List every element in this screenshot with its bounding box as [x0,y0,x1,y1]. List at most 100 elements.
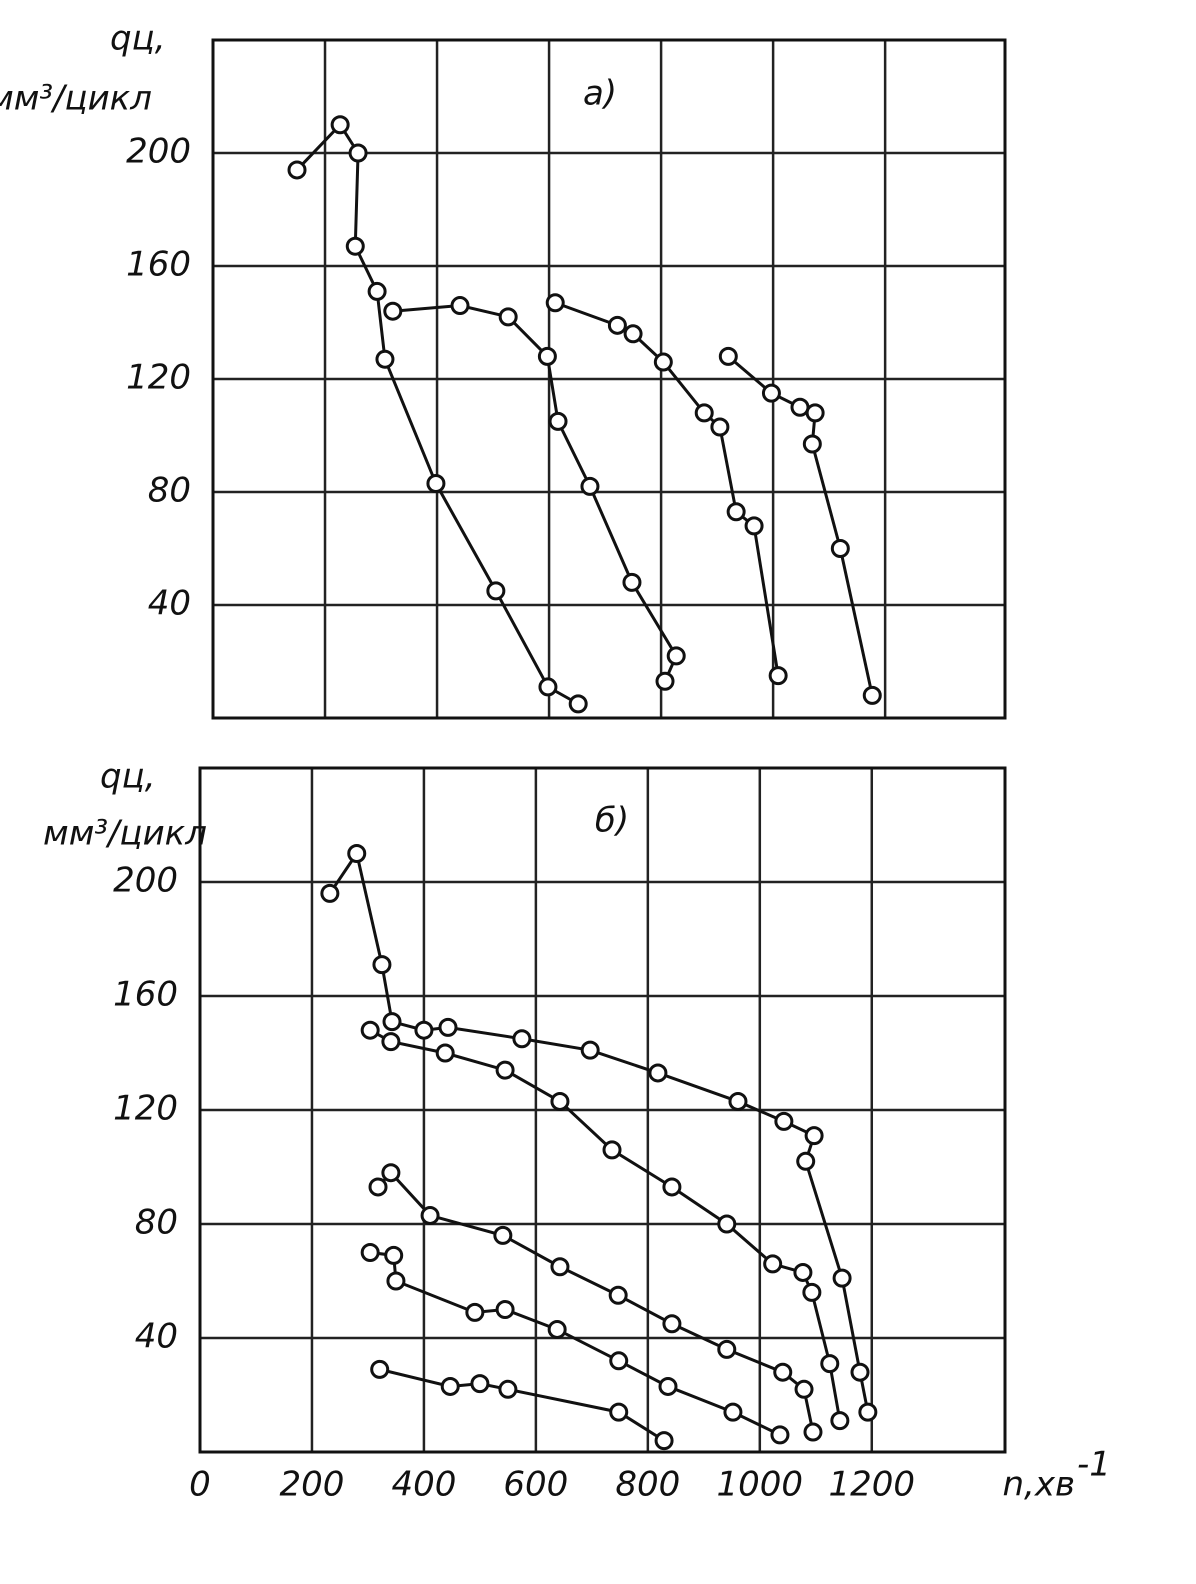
y-tick-label: 40 [135,1317,178,1357]
data-point [580,476,600,496]
data-point [420,1205,440,1225]
data-point [495,1060,515,1080]
data-point [770,1425,790,1445]
data-point [568,694,588,714]
data-point [694,403,714,423]
data-point [830,539,850,558]
x-tick-label: 1000 [717,1465,804,1505]
data-point [744,516,764,536]
data-point [440,1376,460,1396]
data-point [608,1285,628,1305]
data-point [360,1020,380,1040]
data-point [384,1245,404,1265]
x-tick-label: 1200 [829,1465,916,1505]
data-point [465,1302,485,1322]
data-point [498,307,518,327]
y-tick-label: 200 [113,861,178,901]
data-point [370,1359,390,1379]
data-point [381,1032,401,1052]
data-point [773,1362,793,1382]
data-point [470,1374,490,1394]
data-point [723,1402,743,1422]
y-tick-label: 80 [148,471,191,511]
data-point [367,281,387,301]
data-point [550,1257,570,1277]
data-point [718,346,738,366]
data-point [761,383,781,403]
plot-frame [211,38,1007,720]
y-tick-label: 160 [113,975,178,1015]
data-point [360,1243,380,1262]
data-point [726,502,746,522]
data-point [717,1214,737,1234]
data-point [438,1017,458,1037]
data-point [803,1422,823,1442]
y-tick-label: 120 [126,358,191,398]
x-axis-label-sup: -1 [1077,1445,1111,1485]
data-point [545,293,565,313]
data-point [495,1300,515,1319]
data-point [426,474,446,494]
y-axis-unit: мм³/цикл [43,814,207,854]
data-point [717,1339,737,1359]
data-point [654,1431,674,1451]
data-point [320,883,340,903]
y-tick-label: 200 [126,132,191,172]
x-tick-label: 200 [280,1465,345,1505]
y-tick-label: 80 [135,1203,178,1243]
curve [328,849,870,1413]
data-point [609,1351,629,1371]
data-point [623,324,643,344]
data-point [547,1319,567,1339]
data-point [347,844,367,863]
x-tick-label: 400 [391,1465,456,1505]
panel-label: б) [595,801,629,841]
data-point [602,1140,622,1160]
data-point [763,1254,783,1274]
data-point [794,1379,814,1399]
data-point [802,1282,822,1302]
data-point [386,1271,406,1291]
data-point [832,1268,852,1288]
y-axis-unit: мм³/цикл [0,79,152,119]
data-point [796,1151,816,1171]
data-point [774,1111,794,1131]
data-point [658,1376,678,1396]
data-point [609,1402,629,1422]
data-point [512,1029,532,1049]
data-point [368,1177,388,1197]
data-point [450,296,470,316]
data-point [550,1091,570,1111]
data-point [538,677,558,697]
data-point [493,1225,513,1245]
data-point [372,955,392,975]
y-axis-label: qц, [100,757,156,797]
data-point [486,581,506,601]
data-point [710,417,730,437]
data-point [768,666,788,686]
data-point [498,1379,518,1399]
data-point [666,646,686,666]
data-point [830,1411,850,1431]
data-point [655,671,675,691]
x-tick-label: 600 [503,1465,568,1505]
data-point [802,434,822,454]
y-tick-label: 120 [113,1089,178,1129]
x-axis-label: n,хв [1002,1465,1075,1505]
data-point [804,1126,824,1146]
data-point [662,1177,682,1197]
x-tick-label: 0 [189,1465,211,1505]
data-point [662,1314,682,1334]
data-point [622,572,642,592]
data-point [858,1402,878,1422]
x-tick-label: 800 [615,1465,680,1505]
data-point [537,346,557,366]
data-point [348,143,368,163]
y-tick-label: 40 [148,584,191,624]
data-point [862,685,882,705]
curve [370,1251,781,1437]
data-point [653,352,673,372]
data-point [345,236,365,256]
data-point [435,1043,455,1063]
